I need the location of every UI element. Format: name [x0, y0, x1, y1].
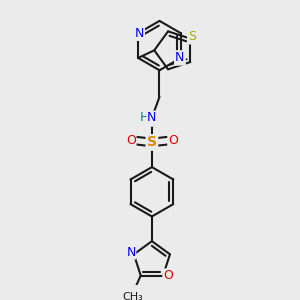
- Text: N: N: [145, 116, 153, 126]
- Text: O: O: [168, 134, 178, 147]
- Text: N: N: [126, 246, 136, 259]
- Text: S: S: [188, 30, 196, 43]
- Text: H: H: [140, 111, 149, 124]
- Text: N: N: [134, 27, 144, 40]
- Text: CH₃: CH₃: [123, 292, 143, 300]
- Text: O: O: [126, 134, 136, 147]
- Text: H: H: [140, 114, 149, 127]
- Text: N: N: [175, 51, 184, 64]
- Text: S: S: [147, 135, 157, 149]
- Text: O: O: [163, 269, 173, 282]
- Text: N: N: [147, 111, 157, 124]
